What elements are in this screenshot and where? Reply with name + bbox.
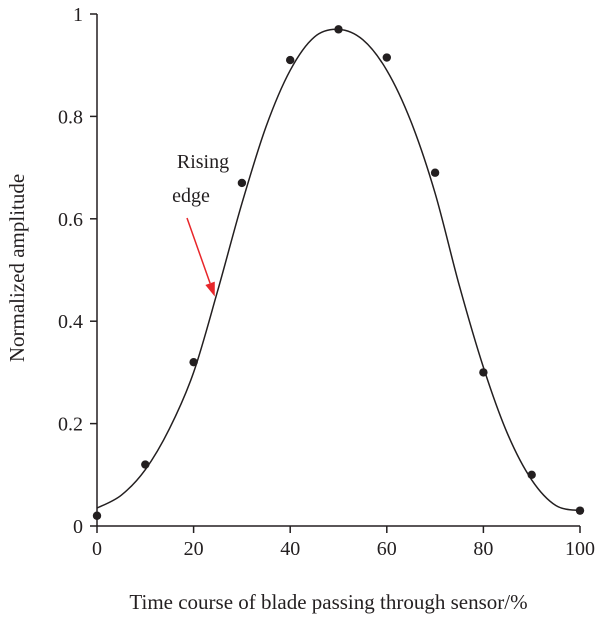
data-point <box>141 460 150 469</box>
x-tick-label: 100 <box>565 538 595 560</box>
data-point <box>575 506 585 515</box>
y-tick-label: 0.4 <box>58 311 83 333</box>
y-tick-label: 0.2 <box>58 414 83 436</box>
axes <box>96 14 580 527</box>
fit-curve <box>96 28 581 512</box>
annotation-text-line-1: Rising <box>177 151 229 173</box>
y-tick-label: 1 <box>73 4 83 26</box>
data-point <box>479 368 488 377</box>
data-point <box>334 25 343 34</box>
data-point <box>382 53 391 62</box>
y-ticks: 0 0.2 0.4 0.6 0.8 1 <box>58 4 97 538</box>
annotation-text-line-2: edge <box>172 185 210 207</box>
x-tick-label: 40 <box>280 538 300 560</box>
x-tick-label: 20 <box>184 538 204 560</box>
y-tick-label: 0.8 <box>58 106 83 128</box>
annotation-arrowhead <box>205 281 215 297</box>
x-axis-label: Time course of blade passing through sen… <box>129 590 527 614</box>
y-axis-label: Normalized amplitude <box>5 174 29 362</box>
data-point <box>286 55 295 65</box>
data-point <box>527 470 536 479</box>
x-tick-label: 80 <box>473 538 493 560</box>
annotation-arrow <box>186 217 211 284</box>
x-tick-label: 0 <box>92 538 102 560</box>
y-tick-label: 0.6 <box>58 209 83 231</box>
x-ticks: 0 20 40 60 80 100 <box>92 526 595 560</box>
data-point <box>237 178 247 188</box>
rising-edge-annotation: Rising edge <box>172 151 229 297</box>
data-point <box>92 511 102 520</box>
data-point <box>430 168 440 177</box>
data-points <box>92 25 585 520</box>
y-tick-label: 0 <box>73 516 83 538</box>
x-tick-label: 60 <box>377 538 397 560</box>
data-point <box>189 357 198 367</box>
